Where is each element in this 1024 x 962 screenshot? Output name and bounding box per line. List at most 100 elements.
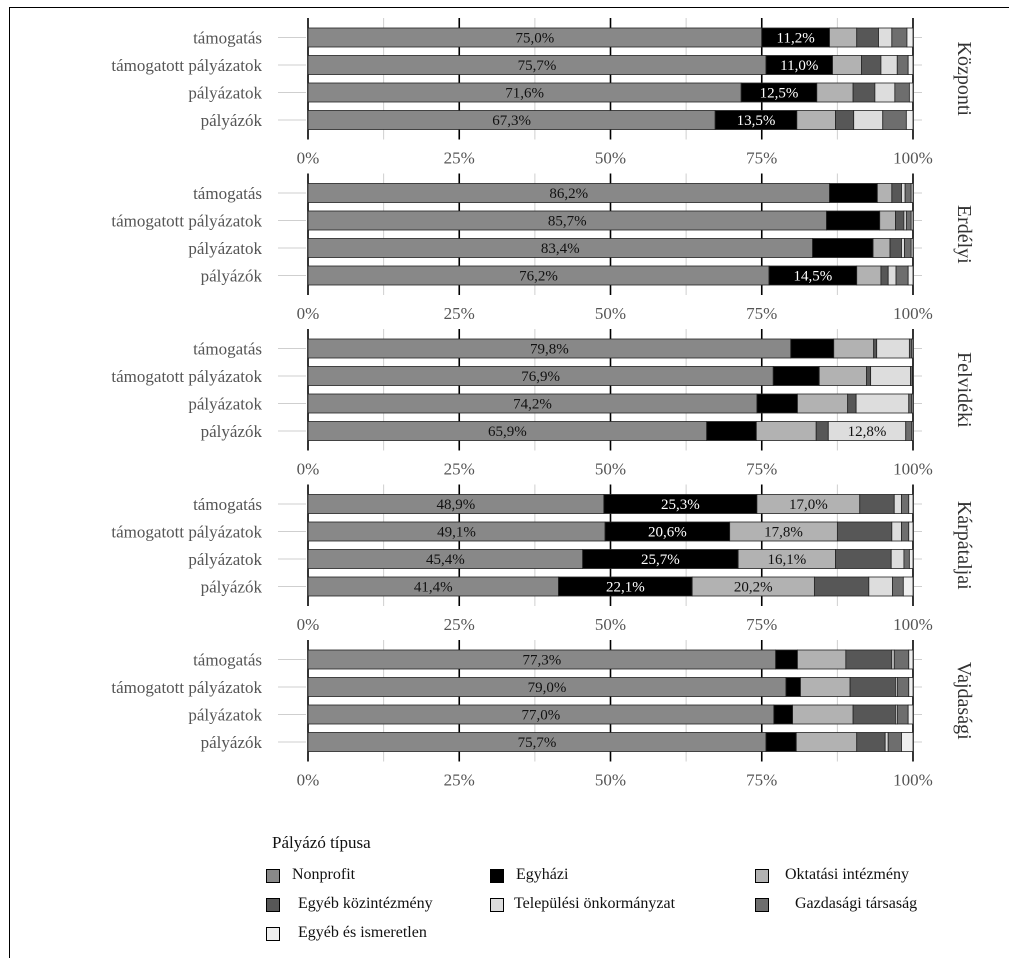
- legend-label: Oktatási intézmény: [785, 866, 909, 883]
- x-tick-label: 50%: [595, 615, 626, 634]
- data-label: 41,4%: [414, 580, 453, 596]
- bar-segment: [887, 732, 902, 752]
- bar-segment: [796, 110, 836, 130]
- data-label: 71,6%: [505, 86, 544, 102]
- facet-label: Erdélyi: [953, 205, 975, 264]
- bar-segment: [706, 421, 757, 441]
- category-label: pályázatok: [188, 239, 262, 258]
- bar-segment: [910, 238, 914, 258]
- data-label: 11,0%: [780, 58, 818, 74]
- chart-frame: [9, 7, 1009, 958]
- category-label: pályázatok: [188, 395, 262, 414]
- x-tick-label: 75%: [746, 771, 777, 790]
- data-label: 16,1%: [767, 552, 806, 568]
- bar-segment: [908, 494, 914, 514]
- legend-key: [266, 898, 280, 912]
- category-label: támogatott pályázatok: [111, 367, 262, 386]
- bar-segment: [907, 704, 914, 725]
- bar-segment: [907, 265, 914, 286]
- category-label: támogatás: [193, 340, 262, 359]
- category-label: támogatott pályázatok: [111, 212, 262, 231]
- bar-segment: [870, 366, 911, 386]
- category-label: pályázók: [201, 422, 263, 441]
- x-tick-label: 50%: [595, 304, 626, 323]
- bar-segment: [818, 366, 867, 386]
- x-tick-label: 25%: [444, 771, 475, 790]
- bar-segment: [836, 521, 893, 542]
- bar-segment: [866, 366, 872, 386]
- bar-segment: [835, 549, 892, 569]
- bar-segment: [905, 210, 912, 231]
- bar-segment: [901, 732, 914, 752]
- bar-segment: [892, 576, 904, 597]
- bar-segment: [859, 494, 895, 514]
- x-tick-label: 25%: [444, 304, 475, 323]
- bar-segment: [887, 265, 897, 286]
- data-label: 11,2%: [777, 31, 815, 47]
- data-label: 25,3%: [661, 497, 700, 513]
- bar-segment: [861, 55, 882, 75]
- x-tick-label: 100%: [893, 460, 933, 479]
- bar-segment: [911, 366, 914, 386]
- bar-segment: [890, 549, 905, 569]
- bar-segment: [880, 265, 889, 286]
- x-tick-label: 75%: [746, 304, 777, 323]
- bar-segment: [891, 521, 902, 542]
- bar-segment: [852, 704, 896, 725]
- facet-label: Kárpátaljai: [953, 501, 975, 590]
- x-tick-label: 0%: [297, 149, 320, 168]
- category-label: támogatott pályázatok: [111, 523, 262, 542]
- bar-segment: [815, 421, 829, 441]
- data-label: 77,0%: [522, 708, 561, 724]
- category-label: támogatás: [193, 651, 262, 670]
- bar-segment: [889, 238, 902, 258]
- bar-segment: [876, 183, 893, 203]
- bar-segment: [833, 338, 875, 359]
- bar-segment: [849, 677, 896, 697]
- bar-segment: [891, 183, 902, 203]
- data-label: 86,2%: [549, 186, 588, 202]
- data-label: 75,7%: [518, 58, 557, 74]
- legend-key: [755, 898, 769, 912]
- x-tick-label: 75%: [746, 149, 777, 168]
- x-tick-label: 50%: [595, 460, 626, 479]
- x-tick-label: 25%: [444, 460, 475, 479]
- bar-segment: [908, 549, 914, 569]
- category-label: pályázatok: [188, 706, 262, 725]
- bar-segment: [884, 732, 889, 752]
- legend-label: Egyéb és ismeretlen: [298, 924, 427, 941]
- legend-label: Egyéb közintézmény: [298, 895, 433, 912]
- bar-segment: [895, 210, 905, 231]
- data-label: 17,8%: [764, 525, 803, 541]
- legend-label: Egyházi: [516, 866, 569, 883]
- x-tick-label: 25%: [444, 615, 475, 634]
- facet-label: Vajdasági: [953, 662, 975, 740]
- legend-label: Nonprofit: [292, 866, 356, 883]
- bar-segment: [872, 238, 891, 258]
- bar-segment: [911, 421, 914, 441]
- x-tick-label: 0%: [297, 615, 320, 634]
- bar-segment: [813, 576, 870, 597]
- bar-segment: [895, 265, 909, 286]
- category-label: támogatott pályázatok: [111, 56, 262, 75]
- bar-segment: [847, 393, 857, 414]
- bar-segment: [797, 393, 849, 414]
- bar-segment: [894, 82, 910, 103]
- bar-segment: [882, 110, 907, 130]
- data-label: 76,9%: [521, 369, 560, 385]
- bar-segment: [908, 649, 914, 670]
- data-label: 48,9%: [437, 497, 476, 513]
- bar-segment: [908, 521, 914, 542]
- bar-segment: [873, 338, 878, 359]
- x-tick-label: 75%: [746, 615, 777, 634]
- category-label: pályázatok: [188, 550, 262, 569]
- bar-segment: [797, 649, 847, 670]
- bar-segment: [773, 704, 794, 725]
- bar-segment: [904, 183, 912, 203]
- data-label: 20,2%: [734, 580, 773, 596]
- x-tick-label: 100%: [893, 149, 933, 168]
- category-label: támogatott pályázatok: [111, 678, 262, 697]
- data-label: 25,7%: [641, 552, 680, 568]
- category-label: pályázók: [201, 111, 263, 130]
- bar-segment: [845, 649, 893, 670]
